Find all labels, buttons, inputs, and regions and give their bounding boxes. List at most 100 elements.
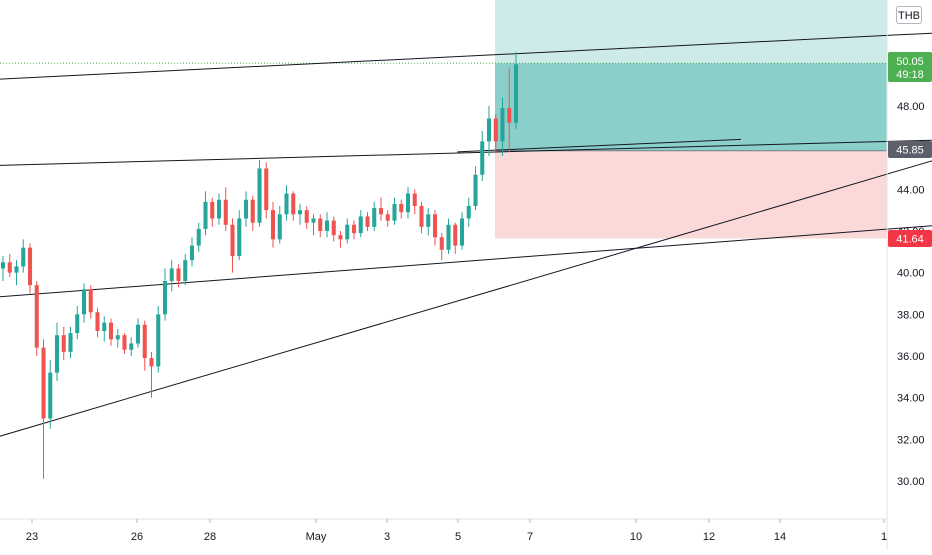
candle (122, 333, 127, 354)
price-tick-label: 44.00 (897, 184, 925, 196)
candle-body (183, 260, 188, 281)
candle (412, 189, 417, 215)
candle-body (115, 335, 120, 340)
candle-body (453, 224, 458, 246)
candle-body (169, 268, 174, 281)
candle-body (439, 237, 444, 250)
price-tick-label: 48.00 (897, 101, 925, 113)
candle (115, 328, 120, 348)
candle-body (162, 281, 168, 315)
candle-body (223, 199, 228, 225)
candle-body (486, 118, 492, 142)
candle-body (149, 358, 154, 367)
time-tick-label: May (306, 531, 327, 543)
candle (304, 206, 309, 229)
candle-body (365, 216, 370, 227)
candle (95, 308, 100, 338)
candle-body (378, 208, 384, 215)
candle (169, 260, 174, 292)
time-tick-label: 1 (881, 531, 887, 543)
candle (473, 166, 478, 211)
candle (513, 51, 519, 129)
time-tick-label: 3 (384, 531, 390, 543)
trendline-2 (0, 139, 932, 166)
candle-body (304, 210, 309, 223)
candle-body (466, 206, 471, 219)
candle-body (318, 218, 323, 231)
time-tick-label: 10 (630, 531, 642, 543)
candle (338, 231, 343, 248)
time-tick-label: 26 (131, 531, 143, 543)
candle (257, 160, 262, 227)
time-tick-label: 14 (774, 531, 786, 543)
candle (243, 191, 249, 227)
candle-body (270, 210, 276, 240)
candle-body (48, 372, 53, 419)
candle-body (142, 324, 147, 359)
candle-body (500, 108, 505, 142)
candle (351, 220, 357, 240)
trendline-4 (0, 225, 932, 298)
candle (129, 337, 134, 356)
candle (432, 210, 438, 246)
candle-body (41, 347, 46, 419)
currency-button[interactable]: THB (896, 6, 922, 24)
candle (453, 222, 458, 254)
time-tick-label: 28 (204, 531, 216, 543)
candle (21, 239, 26, 273)
candle-body (250, 199, 255, 223)
candle (108, 318, 114, 346)
candle (61, 326, 66, 361)
candle (27, 243, 33, 294)
candle (399, 199, 404, 219)
candle-body (7, 262, 12, 273)
countdown-text: 49:18 (896, 69, 924, 81)
stop-price-text: 41.64 (896, 234, 924, 246)
candle (466, 197, 471, 227)
trendline-5 (0, 160, 932, 437)
candle (14, 260, 19, 286)
candle-body (311, 218, 316, 223)
current-price-text: 50.05 (896, 56, 924, 68)
candle-body (129, 343, 134, 350)
candle (311, 214, 316, 236)
candle-body (135, 324, 141, 344)
candle (446, 218, 451, 254)
candle-body (385, 214, 390, 221)
candle (392, 197, 397, 225)
candle-body (14, 266, 19, 273)
candle (210, 197, 215, 227)
entry-price-text: 45.85 (896, 145, 924, 157)
candle-body (68, 333, 73, 352)
candle-body (34, 285, 39, 348)
candle (439, 233, 444, 261)
candle-body (61, 335, 66, 352)
candle-body (297, 210, 303, 215)
candle (493, 114, 498, 152)
candle (277, 206, 282, 244)
candle (331, 216, 336, 242)
price-tick-label: 36.00 (897, 351, 925, 363)
candle (318, 214, 323, 238)
trendline-1 (0, 32, 932, 80)
candle-body (88, 289, 93, 313)
time-tick-label: 23 (26, 531, 38, 543)
candle (297, 203, 303, 225)
candle (378, 197, 384, 221)
candle (365, 212, 370, 231)
price-tick-label: 38.00 (897, 309, 925, 321)
candle-body (345, 224, 350, 240)
time-tick-label: 7 (527, 531, 533, 543)
candle-body (291, 193, 296, 215)
candle (291, 191, 296, 221)
candle-body (0, 262, 6, 269)
candle (237, 210, 242, 261)
candle-body (257, 168, 262, 223)
candle-body (264, 168, 269, 211)
entry-price-badge (888, 141, 932, 158)
candle-body (432, 214, 438, 238)
price-badges: 50.05 49:18 45.85 41.64 (888, 52, 932, 247)
candle-body (324, 220, 330, 231)
